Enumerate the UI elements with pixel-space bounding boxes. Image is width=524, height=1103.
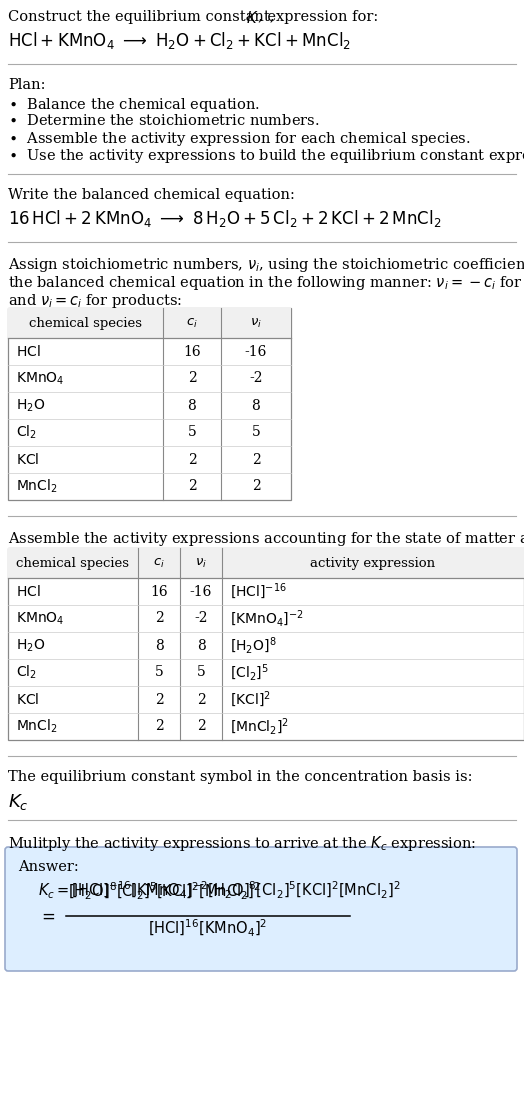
Text: $\mathrm{H_2O}$: $\mathrm{H_2O}$: [16, 638, 45, 654]
Text: $[\mathrm{MnCl_2}]^{2}$: $[\mathrm{MnCl_2}]^{2}$: [230, 716, 289, 737]
Text: $c_i$: $c_i$: [186, 317, 198, 330]
Text: $\mathrm{HCl}$: $\mathrm{HCl}$: [16, 344, 41, 358]
Bar: [8, 548, 524, 578]
Text: 8: 8: [252, 398, 260, 413]
Text: Mulitply the activity expressions to arrive at the $K_c$ expression:: Mulitply the activity expressions to arr…: [8, 834, 476, 853]
Text: and $\nu_i = c_i$ for products:: and $\nu_i = c_i$ for products:: [8, 292, 182, 310]
Text: 16: 16: [183, 344, 201, 358]
Text: $\mathrm{MnCl_2}$: $\mathrm{MnCl_2}$: [16, 478, 58, 495]
Text: $=$: $=$: [38, 908, 56, 924]
Text: $c_i$: $c_i$: [153, 556, 165, 569]
Text: $\bullet$  Use the activity expressions to build the equilibrium constant expres: $\bullet$ Use the activity expressions t…: [8, 147, 524, 165]
Text: Write the balanced chemical equation:: Write the balanced chemical equation:: [8, 188, 295, 202]
Text: 2: 2: [196, 693, 205, 707]
Text: 2: 2: [155, 719, 163, 733]
Text: 16: 16: [150, 585, 168, 599]
Text: 5: 5: [155, 665, 163, 679]
Text: Construct the equilibrium constant,: Construct the equilibrium constant,: [8, 10, 279, 24]
Text: -2: -2: [194, 611, 208, 625]
Text: 5: 5: [196, 665, 205, 679]
Text: Plan:: Plan:: [8, 78, 46, 92]
Text: , expression for:: , expression for:: [258, 10, 378, 24]
Text: -16: -16: [190, 585, 212, 599]
Text: $K_c$: $K_c$: [8, 792, 29, 812]
Text: $\bullet$  Determine the stoichiometric numbers.: $\bullet$ Determine the stoichiometric n…: [8, 113, 320, 128]
Text: 2: 2: [252, 452, 260, 467]
Text: chemical species: chemical species: [29, 317, 142, 330]
Text: $\mathrm{MnCl_2}$: $\mathrm{MnCl_2}$: [16, 718, 58, 736]
Text: $K_c = [\mathrm{HCl}]^{-16}[\mathrm{KMnO_4}]^{-2}[\mathrm{H_2O}]^{8}[\mathrm{Cl_: $K_c = [\mathrm{HCl}]^{-16}[\mathrm{KMnO…: [38, 880, 400, 901]
Text: Answer:: Answer:: [18, 860, 79, 874]
Text: $[\mathrm{H_2O}]^{8}$: $[\mathrm{H_2O}]^{8}$: [230, 635, 277, 655]
Text: $\mathrm{H_2O}$: $\mathrm{H_2O}$: [16, 397, 45, 414]
FancyBboxPatch shape: [5, 847, 517, 971]
Text: 2: 2: [188, 372, 196, 386]
Text: activity expression: activity expression: [310, 557, 435, 569]
Text: $\mathrm{Cl_2}$: $\mathrm{Cl_2}$: [16, 664, 37, 682]
Bar: [8, 308, 291, 338]
Text: 2: 2: [196, 719, 205, 733]
Text: -2: -2: [249, 372, 263, 386]
Text: $\mathrm{HCl}$: $\mathrm{HCl}$: [16, 583, 41, 599]
Text: $[\mathrm{HCl}]^{16}[\mathrm{KMnO_4}]^{2}$: $[\mathrm{HCl}]^{16}[\mathrm{KMnO_4}]^{2…: [148, 918, 268, 939]
Text: $[\mathrm{Cl_2}]^{5}$: $[\mathrm{Cl_2}]^{5}$: [230, 662, 269, 683]
Text: $\mathrm{KMnO_4}$: $\mathrm{KMnO_4}$: [16, 610, 64, 627]
Text: 2: 2: [188, 480, 196, 493]
Text: $\nu_i$: $\nu_i$: [250, 317, 262, 330]
Text: $[\mathrm{HCl}]^{-16}$: $[\mathrm{HCl}]^{-16}$: [230, 581, 287, 601]
Text: $\mathrm{HCl + KMnO_4\ \longrightarrow\ H_2O + Cl_2 + KCl + MnCl_2}$: $\mathrm{HCl + KMnO_4\ \longrightarrow\ …: [8, 30, 351, 51]
Text: 8: 8: [155, 639, 163, 653]
Bar: [8, 548, 524, 740]
Text: Assign stoichiometric numbers, $\nu_i$, using the stoichiometric coefficients, $: Assign stoichiometric numbers, $\nu_i$, …: [8, 256, 524, 274]
Text: chemical species: chemical species: [16, 557, 129, 569]
Text: 5: 5: [188, 426, 196, 439]
Text: $\mathrm{KCl}$: $\mathrm{KCl}$: [16, 452, 39, 467]
Text: the balanced chemical equation in the following manner: $\nu_i = -c_i$ for react: the balanced chemical equation in the fo…: [8, 274, 524, 292]
Text: $[\mathrm{KCl}]^{2}$: $[\mathrm{KCl}]^{2}$: [230, 689, 271, 709]
Text: $\mathrm{KCl}$: $\mathrm{KCl}$: [16, 692, 39, 707]
Text: $\mathrm{16\,HCl + 2\,KMnO_4\ \longrightarrow\ 8\,H_2O + 5\,Cl_2 + 2\,KCl + 2\,M: $\mathrm{16\,HCl + 2\,KMnO_4\ \longright…: [8, 208, 441, 229]
Text: -16: -16: [245, 344, 267, 358]
Text: The equilibrium constant symbol in the concentration basis is:: The equilibrium constant symbol in the c…: [8, 770, 473, 784]
Text: 8: 8: [196, 639, 205, 653]
Text: $[\mathrm{KMnO_4}]^{-2}$: $[\mathrm{KMnO_4}]^{-2}$: [230, 608, 304, 629]
Text: $\bullet$  Balance the chemical equation.: $\bullet$ Balance the chemical equation.: [8, 96, 260, 114]
Text: 5: 5: [252, 426, 260, 439]
Text: 2: 2: [155, 693, 163, 707]
Text: $[\mathrm{H_2O}]^{8}[\mathrm{Cl_2}]^{5}[\mathrm{KCl}]^{2}[\mathrm{MnCl_2}]^{2}$: $[\mathrm{H_2O}]^{8}[\mathrm{Cl_2}]^{5}[…: [68, 881, 261, 902]
Text: 2: 2: [155, 611, 163, 625]
Text: $\mathrm{Cl_2}$: $\mathrm{Cl_2}$: [16, 424, 37, 441]
Text: 2: 2: [188, 452, 196, 467]
Text: $K$: $K$: [246, 10, 258, 26]
Text: 2: 2: [252, 480, 260, 493]
Text: $\bullet$  Assemble the activity expression for each chemical species.: $\bullet$ Assemble the activity expressi…: [8, 130, 471, 148]
Text: $\nu_i$: $\nu_i$: [195, 556, 207, 569]
Text: Assemble the activity expressions accounting for the state of matter and $\nu_i$: Assemble the activity expressions accoun…: [8, 531, 524, 548]
Text: 8: 8: [188, 398, 196, 413]
Bar: [8, 308, 291, 500]
Text: $\mathrm{KMnO_4}$: $\mathrm{KMnO_4}$: [16, 371, 64, 387]
